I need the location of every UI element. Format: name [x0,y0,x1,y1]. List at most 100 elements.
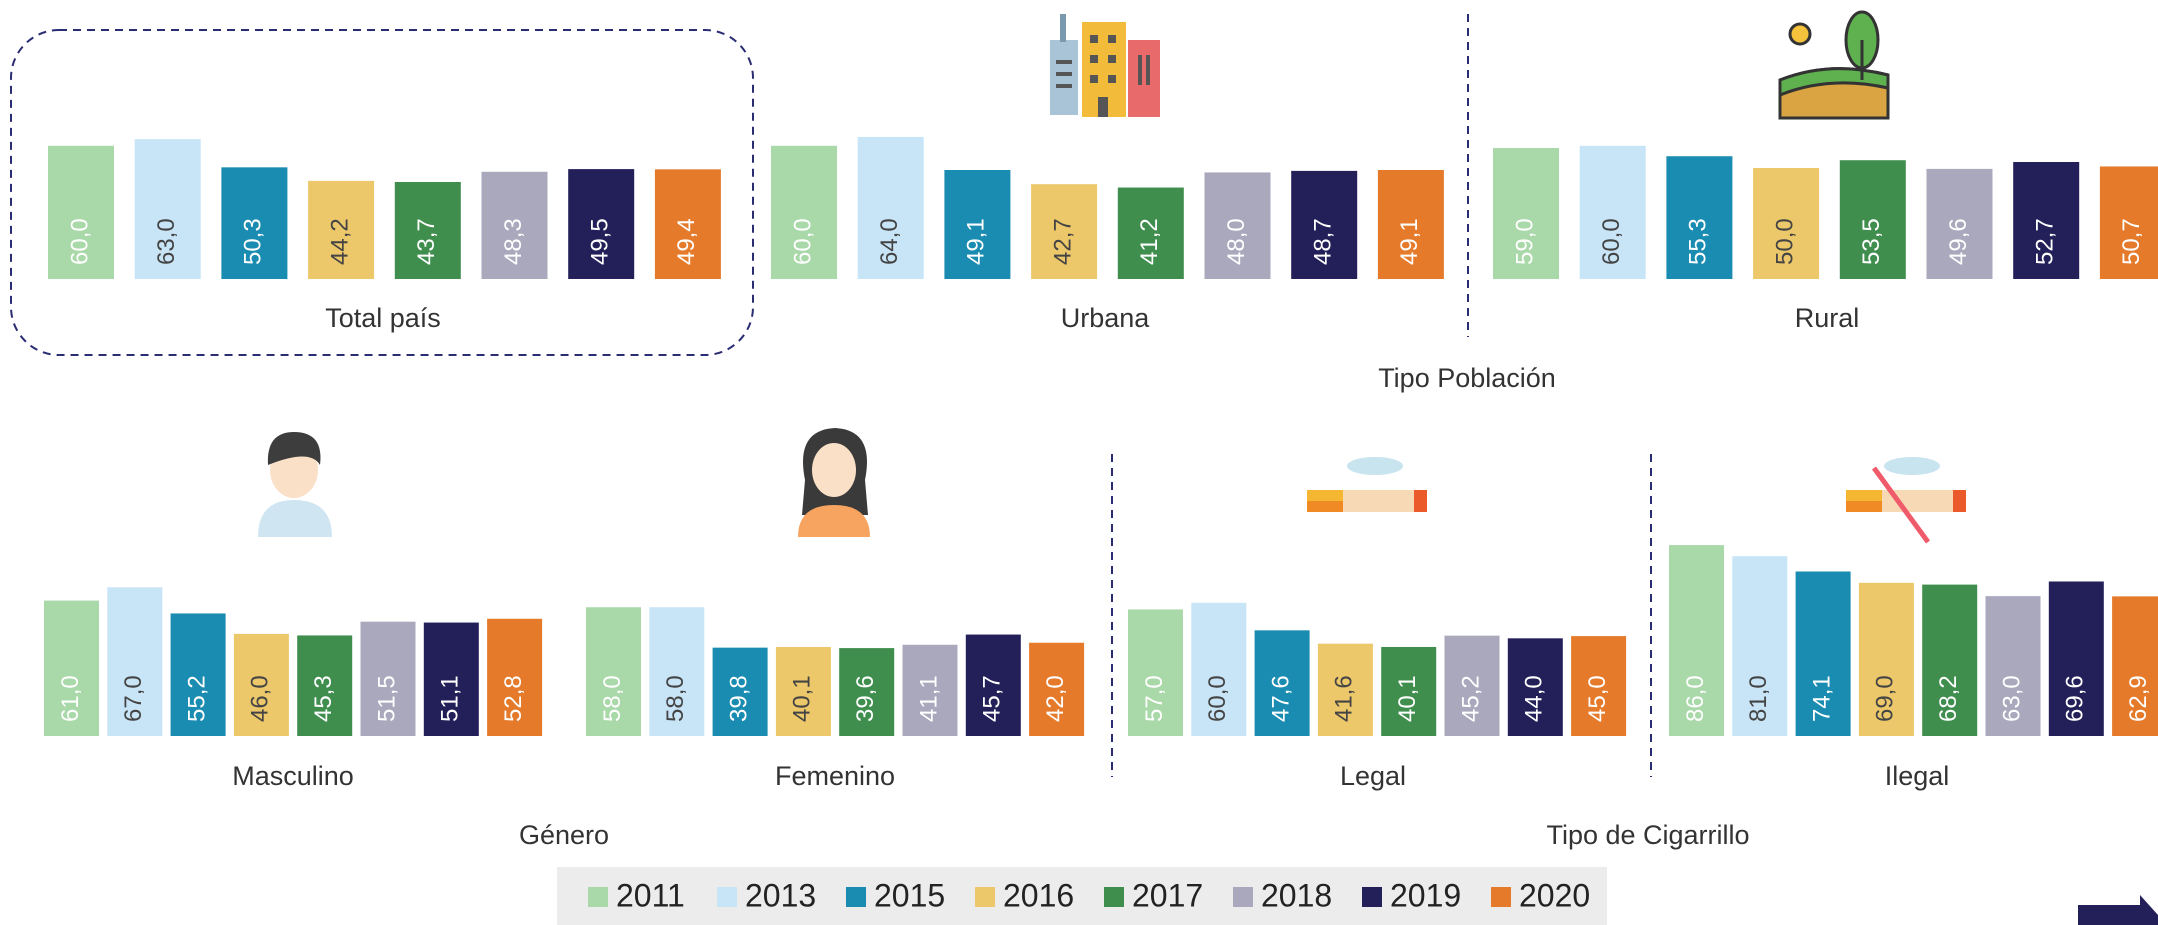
value-label: 52,8 [500,675,527,722]
value-label: 86,0 [1682,675,1709,722]
legend-label: 2020 [1519,877,1590,913]
bar [1922,584,1978,736]
bar [1291,170,1358,279]
legend-label: 2013 [745,877,816,913]
bar [1381,646,1437,736]
value-label: 42,7 [1049,218,1076,265]
legend-swatch [717,887,737,907]
value-label: 67,0 [120,675,147,722]
bar [487,618,543,736]
value-label: 44,0 [1521,675,1548,722]
value-label: 59,0 [1511,218,1538,265]
group-label: Tipo Población [1378,363,1556,393]
value-label: 81,0 [1745,675,1772,722]
legend-swatch [1491,887,1511,907]
bar [2112,596,2158,736]
city-icon [1050,14,1160,117]
value-label: 60,0 [1204,675,1231,722]
legend-label: 2016 [1003,877,1074,913]
value-label: 49,6 [1945,218,1972,265]
bar [233,633,289,736]
bar [1317,643,1373,736]
bar [839,648,895,736]
bar [134,139,201,279]
illegal-cigarette-icon [1846,457,1966,544]
bar [1753,168,1820,279]
category-label: Masculino [232,761,354,791]
bar [1579,145,1646,279]
value-label: 55,2 [183,675,210,722]
value-label: 45,0 [1584,675,1611,722]
value-label: 46,0 [247,675,274,722]
bar [568,169,635,279]
value-label: 60,0 [66,218,93,265]
legend-swatch [975,887,995,907]
bar [308,180,375,279]
bar [965,634,1021,736]
value-label: 45,2 [1457,675,1484,722]
bar [1191,602,1247,736]
value-label: 55,3 [1685,218,1712,265]
value-label: 51,5 [373,675,400,722]
bar [857,136,924,279]
group-label: Género [519,820,609,850]
value-label: 48,7 [1310,218,1337,265]
next-arrow[interactable] [2078,895,2158,925]
value-label: 39,8 [725,675,752,722]
bar [297,635,353,736]
bar [1985,596,2041,736]
value-label: 61,0 [57,675,84,722]
category-label: Rural [1795,303,1860,333]
rural-icon [1778,10,1890,120]
bar [1795,571,1851,736]
value-label: 69,0 [1872,675,1899,722]
category-label: Total país [325,303,441,333]
legend-label: 2017 [1132,877,1203,913]
value-label: 49,1 [1396,218,1423,265]
legend-label: 2019 [1390,877,1461,913]
value-label: 68,2 [1935,675,1962,722]
value-label: 49,5 [587,218,614,265]
value-label: 41,2 [1136,218,1163,265]
bar [360,621,416,736]
bar [775,646,831,736]
category-label: Femenino [775,761,895,791]
value-label: 63,0 [1998,675,2025,722]
bar [1732,556,1788,736]
legend-swatch [1362,887,1382,907]
bar [1377,169,1444,279]
bar [1204,172,1271,279]
male-icon [258,432,332,537]
legal-cigarette-icon [1307,457,1427,512]
value-label: 69,6 [2062,675,2089,722]
value-label: 60,0 [789,218,816,265]
value-label: 58,0 [599,675,626,722]
bar [44,600,99,736]
legend-label: 2011 [616,877,685,913]
bar [2013,162,2080,279]
bar [1444,635,1500,736]
value-label: 44,2 [326,218,353,265]
bar [1839,160,1906,279]
bar [1117,187,1184,279]
legend-swatch [588,887,608,907]
value-label: 49,1 [963,218,990,265]
bar [771,145,837,279]
bar [2099,166,2158,279]
bar [48,145,114,279]
bar [2048,581,2104,736]
value-label: 43,7 [413,218,440,265]
female-icon [798,428,870,537]
legend-swatch [846,887,866,907]
legend-label: 2015 [874,877,945,913]
value-label: 63,0 [153,218,180,265]
bar [221,167,288,279]
bar [1507,638,1563,736]
bar [712,647,768,736]
bar [1031,184,1098,279]
legend-swatch [1104,887,1124,907]
bar [1926,168,1993,279]
value-label: 58,0 [662,675,689,722]
